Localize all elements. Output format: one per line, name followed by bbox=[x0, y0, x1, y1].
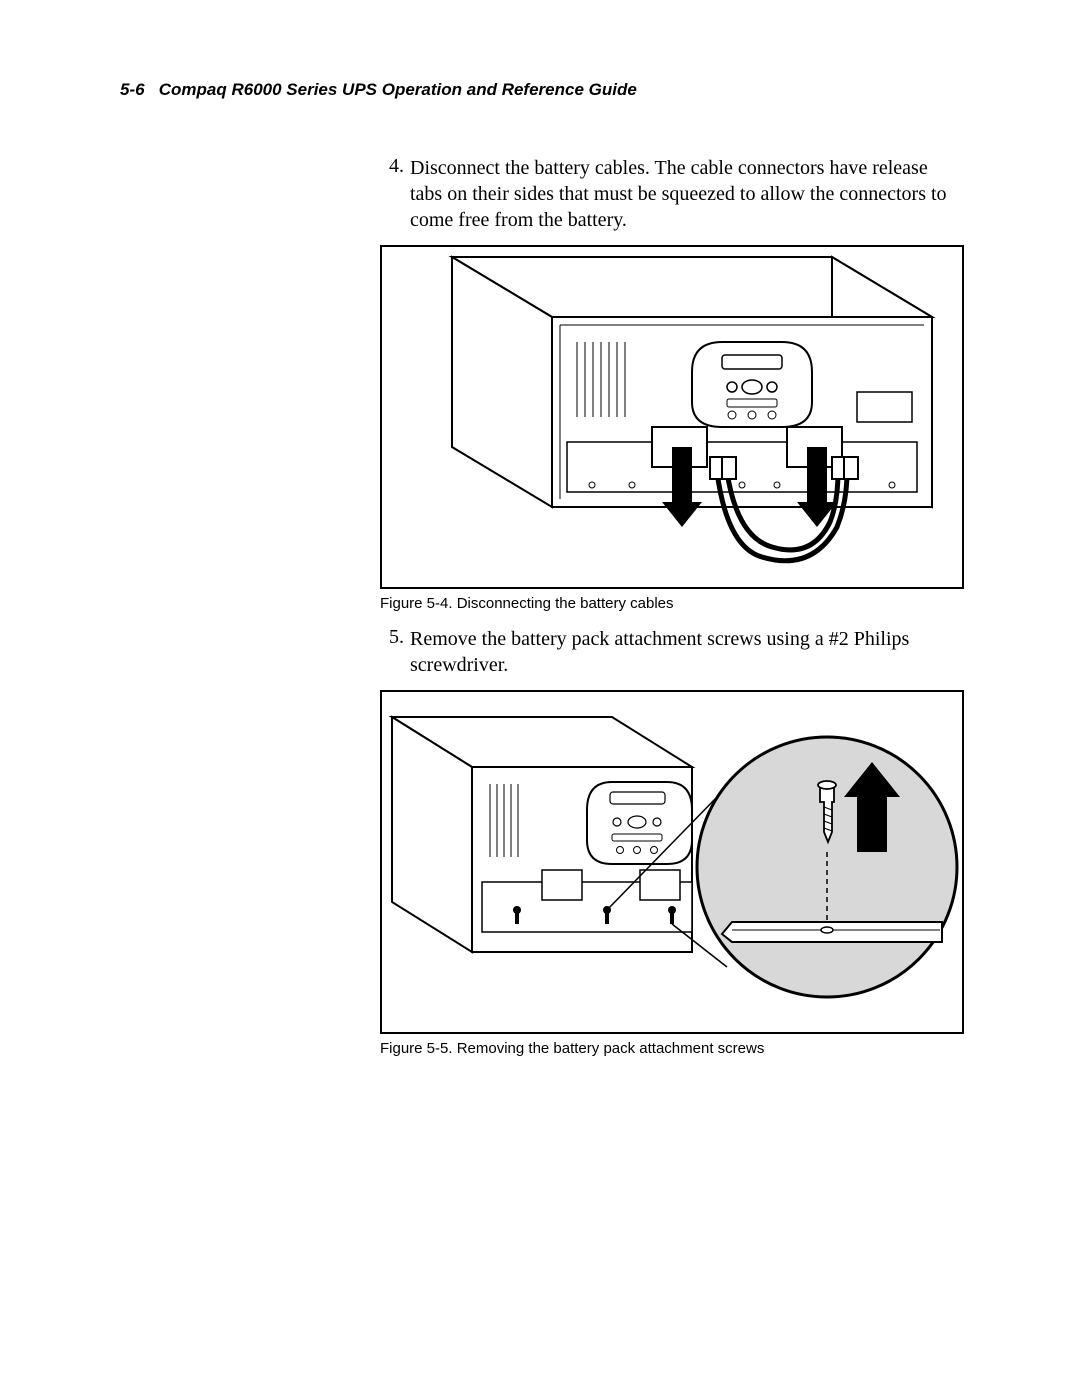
figure-5-4 bbox=[380, 245, 964, 589]
step-number: 4. bbox=[380, 155, 410, 233]
page-header: 5-6 Compaq R6000 Series UPS Operation an… bbox=[120, 80, 960, 100]
step-text: Remove the battery pack attachment screw… bbox=[410, 626, 960, 678]
document-page: 5-6 Compaq R6000 Series UPS Operation an… bbox=[0, 0, 1080, 1131]
header-title: Compaq R6000 Series UPS Operation and Re… bbox=[159, 80, 637, 99]
step-number: 5. bbox=[380, 626, 410, 678]
step-5: 5. Remove the battery pack attachment sc… bbox=[380, 626, 960, 678]
figure-5-5-caption: Figure 5-5. Removing the battery pack at… bbox=[380, 1040, 960, 1057]
step-4: 4. Disconnect the battery cables. The ca… bbox=[380, 155, 960, 233]
content-block: 4. Disconnect the battery cables. The ca… bbox=[380, 155, 960, 1057]
step-text: Disconnect the battery cables. The cable… bbox=[410, 155, 960, 233]
page-number: 5-6 bbox=[120, 80, 145, 99]
figure-5-5 bbox=[380, 690, 964, 1034]
control-panel bbox=[692, 342, 812, 427]
figure-5-4-caption: Figure 5-4. Disconnecting the battery ca… bbox=[380, 595, 960, 612]
